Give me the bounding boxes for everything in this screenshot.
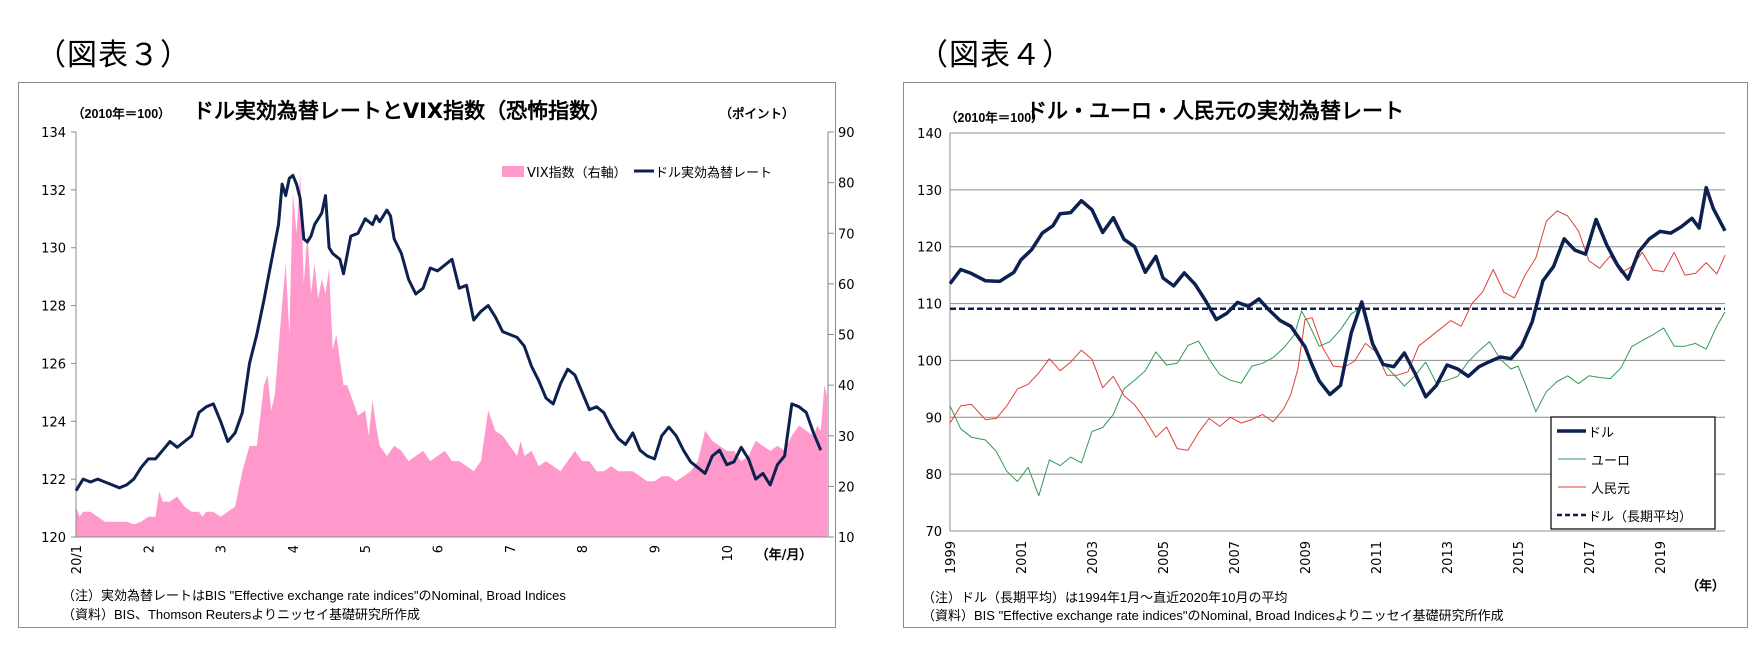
chart4-x-tick-label: 2009 <box>1299 541 1314 574</box>
chart4-x-ticks: 1999 2001 2003 2005 2007 2009 2011 2013 2015 2017… <box>944 541 1669 574</box>
chart4-legend-average-label: ドル（長期平均） <box>1588 510 1692 525</box>
chart3-vix-area-group <box>76 172 828 537</box>
chart3-x-tick-label: 5 <box>359 545 374 553</box>
chart3-dollar-line <box>74 173 823 492</box>
chart4-x-tick-label: 2017 <box>1583 541 1598 574</box>
chart3-source: （資料）BIS、Thomson Reutersよりニッセイ基礎研究所作成 <box>62 607 420 622</box>
chart4-x-tick-label: 2007 <box>1228 541 1243 574</box>
chart3-right-tick-label: 80 <box>838 177 855 192</box>
chart3-right-tick-label: 30 <box>838 430 855 445</box>
chart3-right-tick-label: 60 <box>838 278 855 293</box>
chart4-y-tick-label: 120 <box>917 241 942 256</box>
chart4-title: ドル・ユーロ・人民元の実効為替レート <box>1026 99 1404 123</box>
chart4-y-tick-label: 130 <box>917 184 942 199</box>
chart3-left-tick-label: 124 <box>41 415 66 430</box>
chart3-x-tick-label: 10 <box>721 545 736 562</box>
chart3-right-unit: （ポイント） <box>719 106 794 121</box>
chart4-x-tick-label: 2013 <box>1441 541 1456 574</box>
chart3-legend-vix-label: VIX指数（右軸） <box>527 166 627 181</box>
chart4-x-tick-label: 2001 <box>1015 541 1030 574</box>
chart3-right-tick-label: 50 <box>838 329 855 344</box>
chart4-legend: ドル ユーロ 人民元 ドル（長期平均） <box>1550 416 1716 530</box>
chart4-legend-euro-label: ユーロ <box>1591 454 1630 469</box>
chart4-y-tick-label: 100 <box>917 354 942 369</box>
chart3-x-tick-label: 20/1 <box>70 545 85 574</box>
chart3-right-tick-label: 40 <box>838 379 855 394</box>
chart3-left-tick-label: 120 <box>41 531 66 546</box>
chart3-x-tick-label: 9 <box>648 545 663 553</box>
chart4-legend-yuan-label: 人民元 <box>1591 482 1630 497</box>
chart4-source: （資料）BIS "Effective exchange rate indices… <box>922 608 1504 623</box>
chart4-note: （注）ドル（長期平均）は1994年1月～直近2020年10月の平均 <box>922 590 1288 605</box>
chart4-y-tick-label: 110 <box>917 298 942 313</box>
chart4-legend-dollar-label: ドル <box>1588 426 1614 441</box>
chart3-x-tick-label: 4 <box>287 545 302 553</box>
chart3-legend-vix-swatch <box>502 166 524 177</box>
chart3-x-tick-label: 6 <box>432 545 447 553</box>
chart3-x-tick-label: 2 <box>142 545 157 553</box>
chart4-x-tick-label: 2015 <box>1512 541 1527 574</box>
chart4-x-tick-label: 2011 <box>1370 541 1385 574</box>
chart4-dollar-line <box>948 185 1727 399</box>
chart4-y-tick-label: 90 <box>925 411 942 426</box>
chart3-left-tick-label: 122 <box>41 473 66 488</box>
chart3-right-tick-label: 10 <box>838 531 855 546</box>
chart3-title: ドル実効為替レートとVIX指数（恐怖指数） <box>193 99 611 123</box>
chart3-left-tick-label: 132 <box>41 184 66 199</box>
chart4-euro-line <box>949 307 1726 497</box>
chart4-y-tick-label: 70 <box>925 525 942 540</box>
chart3-left-tick-label: 130 <box>41 242 66 257</box>
chart4-x-unit: （年） <box>1686 578 1725 594</box>
figure-3-label: （図表３） <box>36 38 191 73</box>
chart3-left-tick-label: 126 <box>41 357 66 372</box>
chart3-x-tick-label: 3 <box>215 545 230 553</box>
chart3-right-tick-label: 20 <box>838 480 855 495</box>
chart4-left-unit: （2010年＝100） <box>945 110 1044 125</box>
chart3-left-ticks: 120 122 124 126 128 130 132 134 <box>41 126 76 546</box>
chart4-y-tick-label: 80 <box>925 468 942 483</box>
chart3-x-tick-label: 7 <box>504 545 519 553</box>
chart4-x-tick-label: 2019 <box>1654 541 1669 574</box>
figure-4-label: （図表４） <box>918 38 1073 73</box>
chart3-x-ticks: 20/1 2 3 4 5 6 7 8 9 10 <box>70 545 736 574</box>
chart3-vix-area <box>76 172 828 537</box>
chart3-left-tick-label: 134 <box>41 126 66 141</box>
chart4-yuan-line <box>949 210 1726 451</box>
chart3-x-tick-label: 8 <box>576 545 591 553</box>
chart3-left-tick-label: 128 <box>41 300 66 315</box>
chart4-x-tick-label: 2003 <box>1086 541 1101 574</box>
chart3-right-ticks: 10 20 30 40 50 60 70 80 90 <box>828 126 855 546</box>
chart4-series-group <box>948 185 1727 497</box>
chart4-x-tick-label: 1999 <box>944 541 959 574</box>
chart3-right-tick-label: 90 <box>838 126 855 141</box>
chart3-legend-dollar-label: ドル実効為替レート <box>655 165 772 181</box>
chart3-x-unit: （年/月） <box>756 547 813 563</box>
chart3-left-unit: （2010年＝100） <box>72 106 171 121</box>
chart4-y-tick-label: 140 <box>917 127 942 142</box>
chart3-dollar-line-group <box>74 173 823 492</box>
chart4-y-ticks: 70 80 90 100 110 120 130 140 <box>917 127 942 540</box>
chart3-right-tick-label: 70 <box>838 227 855 242</box>
chart4-x-tick-label: 2005 <box>1157 541 1172 574</box>
figure-4-frame <box>903 82 1748 628</box>
chart4-legend-box <box>1550 416 1716 530</box>
chart3-note: （注）実効為替レートはBIS "Effective exchange rate … <box>62 588 566 603</box>
